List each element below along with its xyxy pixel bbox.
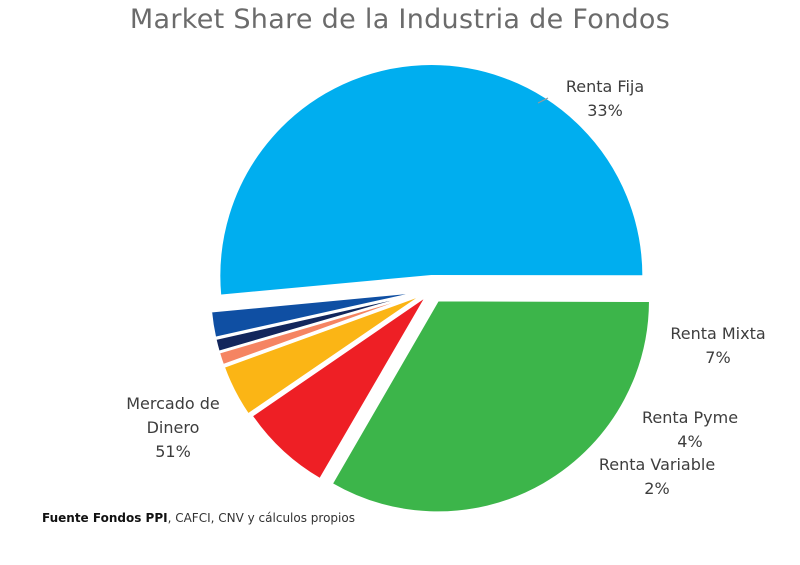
pie-slices	[209, 63, 651, 514]
slice-name-label: Mercado de	[126, 394, 220, 413]
pie-slice-renta-variable	[209, 290, 423, 339]
slice-name-label: Renta Fija	[566, 77, 644, 96]
slice-name-label: Renta Pyme	[642, 408, 738, 427]
slice-value-label: 4%	[677, 432, 702, 451]
slice-name-label: Dinero	[147, 418, 200, 437]
pie-labels: Renta Fija 33% Renta Mixta 7% Renta Pyme 4% Re…	[126, 77, 765, 498]
source-bold: Fuente Fondos PPI	[42, 511, 168, 525]
pie-slice-mercado-de-dinero	[218, 63, 645, 297]
pie-slice-unlabeled-4	[214, 291, 423, 353]
pie-slice-renta-pyme	[222, 293, 424, 416]
pie-slice-unlabeled-3	[217, 292, 423, 367]
slice-name-label: Renta Mixta	[670, 324, 765, 343]
slice-name-label: Renta Variable	[599, 455, 715, 474]
chart-title: Market Share de la Industria de Fondos	[129, 4, 671, 35]
pie-slice-renta-mixta	[250, 295, 428, 481]
slice-value-label: 51%	[155, 442, 191, 461]
slice-value-label: 33%	[587, 101, 623, 120]
source-rest: , CAFCI, CNV y cálculos propios	[167, 511, 355, 525]
leader-line	[537, 97, 549, 104]
slice-value-label: 2%	[644, 479, 669, 498]
pie-slice-renta-fija	[330, 299, 651, 514]
slice-value-label: 7%	[705, 348, 730, 367]
source-note: Fuente Fondos PPI, CAFCI, CNV y cálculos…	[42, 511, 355, 525]
